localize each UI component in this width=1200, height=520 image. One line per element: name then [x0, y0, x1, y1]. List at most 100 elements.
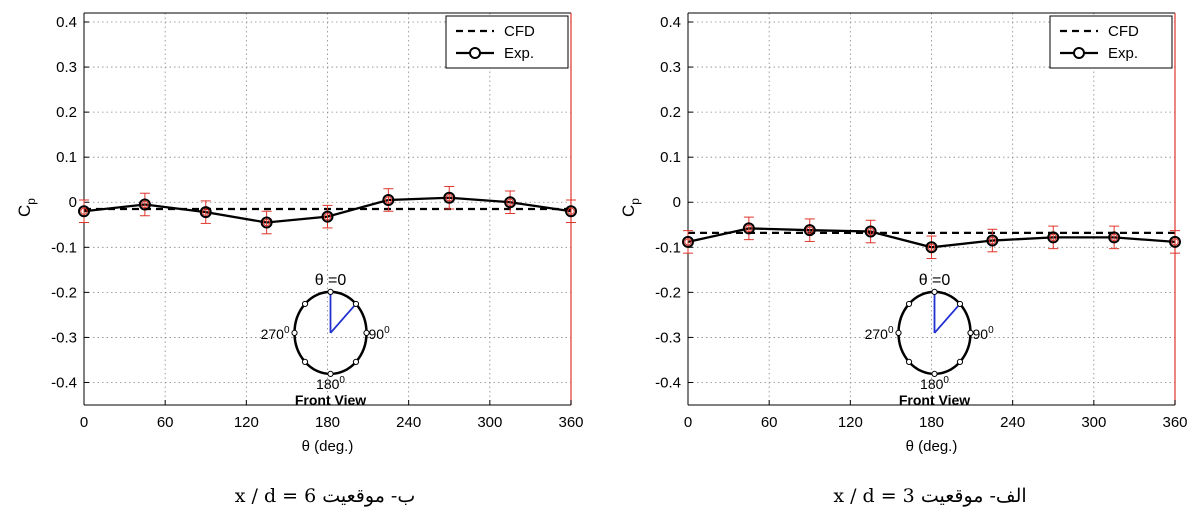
c1-legend-box — [1049, 15, 1173, 69]
c1-legend-exp-label: Exp. — [1108, 45, 1138, 62]
c0-exp-point-8 — [565, 205, 577, 218]
c0-ytick-label-4: 0 — [69, 194, 77, 211]
c0-ytick-label-7: 0.3 — [56, 59, 77, 76]
c1-exp-point-1 — [742, 222, 755, 235]
c1-exp-point-inner-1 — [745, 224, 753, 233]
c1-ytick-label-1: -0.3 — [655, 329, 681, 346]
caption-right: x / d = 3 الف- موقعیت — [833, 485, 1026, 507]
c1-ytick-label-6: 0.2 — [660, 104, 681, 121]
caption-left: x / d = 6 ب- موقعیت — [235, 485, 415, 507]
c0-ytick-label-6: 0.2 — [56, 104, 77, 121]
c1-xtick-label-2: 120 — [838, 414, 863, 431]
c0-exp-point-3 — [260, 216, 273, 229]
c1-inset-tap-1 — [956, 300, 964, 308]
c1-exp-point-inner-7 — [1110, 233, 1118, 242]
c1-exp-point-6 — [1047, 231, 1060, 244]
c0-exp-point-inner-7 — [506, 198, 514, 206]
c1-inset-tap-2 — [967, 329, 974, 337]
c1-exp-point-4 — [925, 241, 938, 254]
c1-ytick-label-8: 0.4 — [660, 14, 681, 31]
c0-ytick-label-0: -0.4 — [51, 374, 77, 391]
c0-xtick-label-2: 120 — [234, 414, 259, 431]
c1-exp-point-3 — [864, 225, 877, 238]
c1-exp-point-2 — [803, 224, 816, 237]
c0-exp-point-2 — [199, 206, 212, 219]
c1-ylabel: Cp — [619, 198, 642, 217]
c1-inset-bottom-label: 1800 — [920, 375, 949, 392]
c0-ytick-label-5: 0.1 — [56, 149, 77, 166]
c0-ytick-label-3: -0.1 — [51, 239, 77, 256]
c1-legend-cfd-label: CFD — [1108, 23, 1139, 40]
c1-legend-exp-marker — [1073, 47, 1085, 59]
c1-ytick-label-3: -0.1 — [655, 239, 681, 256]
c0-exp-point-1 — [138, 198, 151, 211]
c0-inset-tap-4 — [327, 370, 334, 378]
c0-exp-point-inner-2 — [202, 208, 210, 216]
c1-exp-point-inner-6 — [1049, 233, 1057, 242]
c0-xtick-label-1: 60 — [157, 414, 174, 431]
c0-ytick-label-8: 0.4 — [56, 14, 77, 31]
c0-inset-tap-3 — [352, 358, 360, 365]
c1-exp-point-5 — [986, 234, 999, 247]
c1-xtick-label-4: 240 — [1000, 414, 1025, 431]
c1-xtick-label-0: 0 — [684, 414, 692, 431]
c0-legend-box — [445, 15, 569, 69]
c1-inset-right-label: 900 — [973, 325, 995, 342]
chart-left: 0 60 120 180 240 300 360 -0.4 -0.3 -0.2 -0.1 0 0.1 0.… — [15, 12, 584, 455]
c0-legend-exp-label: Exp. — [504, 45, 534, 62]
c0-ytick-label-1: -0.3 — [51, 329, 77, 346]
c1-inset-caption: Front View — [899, 392, 970, 408]
c1-exp-point-inner-5 — [988, 236, 997, 245]
c0-exp-point-inner-4 — [323, 212, 332, 221]
c1-xtick-label-5: 300 — [1081, 414, 1106, 431]
c1-inset-left-label: 2700 — [865, 325, 894, 342]
c0-inset-tap-1 — [352, 300, 360, 308]
c0-exp-point-inner-5 — [384, 196, 393, 204]
c0-inset-tap-7 — [301, 300, 309, 308]
c1-exp-point-inner-3 — [866, 227, 875, 236]
c0-xtick-label-6: 360 — [558, 414, 583, 431]
c0-exp-point-6 — [443, 191, 456, 204]
c1-xlabel: θ (deg.) — [906, 438, 958, 455]
c0-xtick-label-4: 240 — [396, 414, 421, 431]
c0-exp-point-inner-6 — [445, 194, 453, 202]
c0-exp-point-inner-1 — [141, 200, 149, 209]
c1-inset-tap-6 — [895, 329, 902, 337]
c0-inset-top-label: θ =0 — [315, 272, 347, 289]
c0-inset-tap-6 — [291, 329, 298, 337]
c1-exp-point-inner-2 — [806, 226, 814, 234]
c1-ytick-label-7: 0.3 — [660, 59, 681, 76]
c1-inset-tap-7 — [905, 300, 913, 308]
c0-inset-left-label: 2700 — [261, 325, 290, 342]
c1-xtick-label-6: 360 — [1162, 414, 1187, 431]
c0-exp-point-inner-8 — [567, 207, 575, 215]
chart-right: 0 60 120 180 240 300 360 -0.4 -0.3 -0.2 -0.1 0 0.1 0.… — [619, 12, 1188, 455]
c0-exp-point-inner-0 — [80, 207, 88, 215]
c1-inset-tap-3 — [956, 358, 964, 365]
c0-exp-point-7 — [504, 196, 517, 209]
c1-exp-point-inner-0 — [684, 238, 692, 246]
c1-ytick-label-4: 0 — [673, 194, 681, 211]
c0-exp-point-inner-3 — [262, 218, 271, 227]
c0-xtick-label-3: 180 — [315, 414, 340, 431]
c1-inset-tap-5 — [905, 358, 913, 365]
c0-exp-point-5 — [382, 193, 395, 206]
c0-inset-tap-0 — [327, 288, 334, 296]
c1-exp-point-inner-4 — [927, 243, 936, 251]
c1-ytick-label-5: 0.1 — [660, 149, 681, 166]
c0-exp-point-4 — [321, 210, 334, 223]
c0-inset-caption: Front View — [295, 392, 366, 408]
c0-inset-right-label: 900 — [369, 325, 391, 342]
c0-inset-bottom-label: 1800 — [316, 375, 345, 392]
c0-ytick-label-2: -0.2 — [51, 284, 77, 301]
c1-exp-point-inner-8 — [1171, 238, 1179, 246]
c1-xtick-label-1: 60 — [761, 414, 778, 431]
c0-xtick-label-0: 0 — [80, 414, 88, 431]
c0-inset-tap-5 — [301, 358, 309, 365]
c1-inset-tap-0 — [931, 288, 938, 296]
c1-exp-point-0 — [682, 235, 694, 248]
c1-exp-point-7 — [1108, 231, 1121, 244]
c0-ylabel: Cp — [15, 198, 38, 217]
c0-inset-tap-2 — [363, 329, 370, 337]
